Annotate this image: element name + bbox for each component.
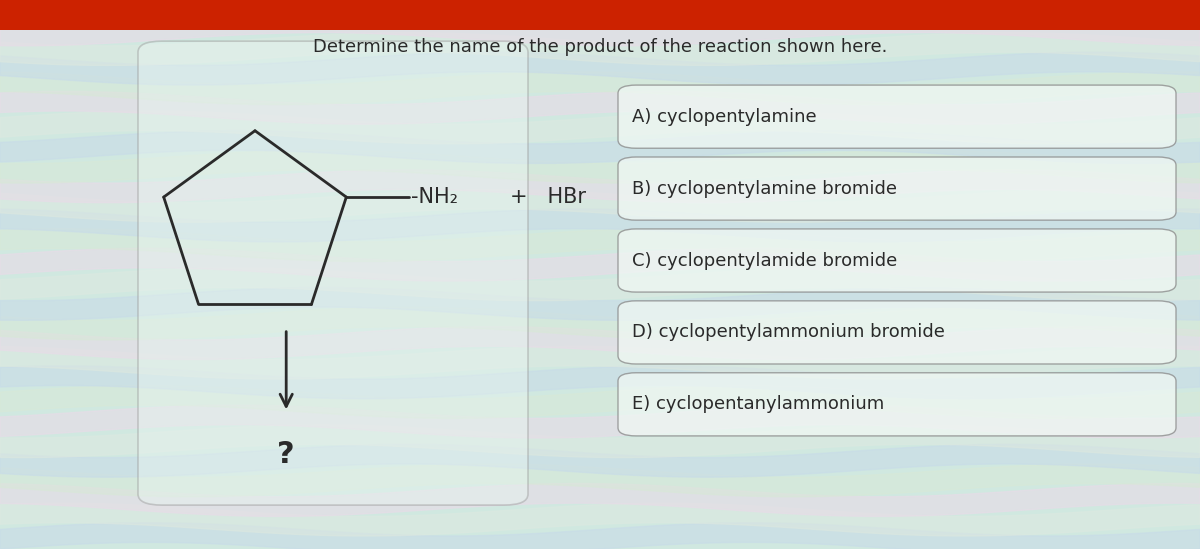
FancyBboxPatch shape: [138, 41, 528, 505]
Text: Determine the name of the product of the reaction shown here.: Determine the name of the product of the…: [313, 38, 887, 55]
FancyBboxPatch shape: [618, 157, 1176, 220]
Text: +   HBr: + HBr: [510, 187, 586, 207]
Text: -NH₂: -NH₂: [412, 187, 458, 207]
Text: D) cyclopentylammonium bromide: D) cyclopentylammonium bromide: [632, 323, 946, 341]
Text: E) cyclopentanylammonium: E) cyclopentanylammonium: [632, 395, 884, 413]
Text: A) cyclopentylamine: A) cyclopentylamine: [632, 108, 817, 126]
FancyBboxPatch shape: [618, 85, 1176, 148]
Text: ?: ?: [277, 440, 295, 468]
FancyBboxPatch shape: [618, 301, 1176, 364]
Text: C) cyclopentylamide bromide: C) cyclopentylamide bromide: [632, 251, 898, 270]
FancyBboxPatch shape: [618, 373, 1176, 436]
Text: B) cyclopentylamine bromide: B) cyclopentylamine bromide: [632, 180, 898, 198]
FancyBboxPatch shape: [618, 229, 1176, 292]
Bar: [0, 0, 1200, 30]
